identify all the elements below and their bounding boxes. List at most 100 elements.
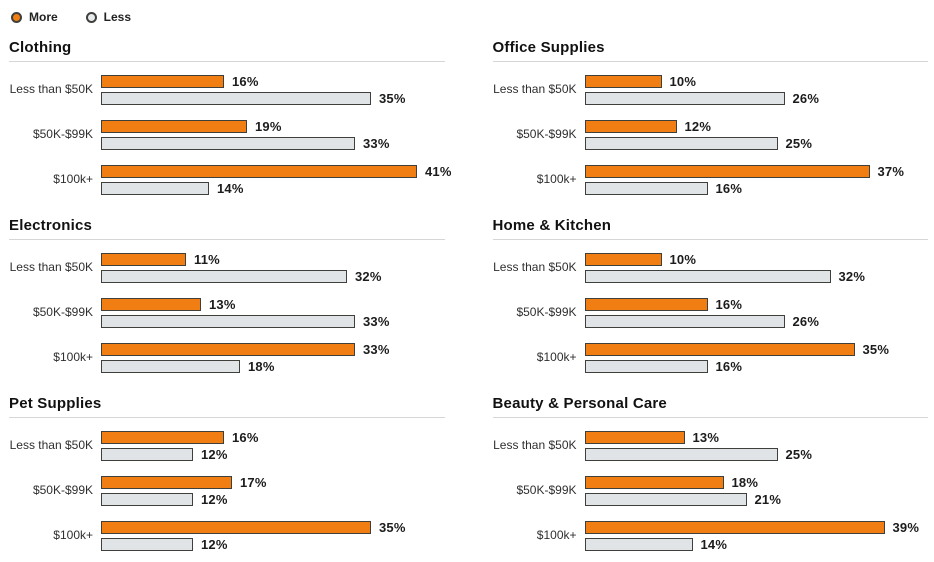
bar-pair: 41% 14% xyxy=(101,161,451,199)
bar-row: 16% xyxy=(101,74,445,89)
more-bar xyxy=(101,343,355,356)
value-label: 25% xyxy=(785,136,813,151)
less-bar xyxy=(584,538,693,551)
category-label: $50K-$99K xyxy=(32,483,93,498)
less-bar xyxy=(584,92,785,105)
bar-pair: 35% 16% xyxy=(584,339,929,377)
bar-row: 16% xyxy=(584,297,929,312)
category-label: $100k+ xyxy=(53,350,93,365)
bar-row: 32% xyxy=(584,269,929,284)
more-bar xyxy=(101,431,224,444)
bar-row: 12% xyxy=(101,537,445,552)
category-label: $50K-$99K xyxy=(516,305,577,320)
value-label: 37% xyxy=(877,164,905,179)
less-bar xyxy=(101,538,193,551)
panel-groups: Less than $50K 11% 32% $50K-$99K 13% 33% $100k… xyxy=(9,249,445,377)
category-group: $50K-$99K 19% 33% xyxy=(9,116,445,154)
panel-groups: Less than $50K 10% 26% $50K-$99K 12% 25% $100k… xyxy=(493,71,929,199)
bar-row: 10% xyxy=(584,74,929,89)
bar-row: 33% xyxy=(101,136,445,151)
value-label: 17% xyxy=(240,475,267,490)
bar-pair: 16% 35% xyxy=(101,71,445,109)
more-bar xyxy=(101,253,186,266)
category-group: $100k+ 39% 14% xyxy=(493,517,929,555)
less-bar xyxy=(101,360,240,373)
category-label: $50K-$99K xyxy=(516,483,577,498)
category-label: $100k+ xyxy=(536,528,577,543)
value-label: 35% xyxy=(379,520,406,535)
bar-row: 12% xyxy=(584,119,929,134)
category-group: $50K-$99K 16% 26% xyxy=(493,294,929,332)
value-label: 33% xyxy=(363,314,390,329)
bar-pair: 13% 25% xyxy=(584,427,929,465)
less-bar xyxy=(584,360,708,373)
value-label: 16% xyxy=(715,181,743,196)
bar-pair: 37% 16% xyxy=(584,161,929,199)
value-label: 18% xyxy=(731,475,759,490)
value-label: 14% xyxy=(217,181,244,196)
category-group: Less than $50K 16% 12% xyxy=(9,427,445,465)
chart-panel: Clothing Less than $50K 16% 35% $50K-$99K 19… xyxy=(9,39,452,206)
bar-row: 12% xyxy=(101,447,445,462)
bar-row: 19% xyxy=(101,119,445,134)
bar-pair: 16% 12% xyxy=(101,427,445,465)
value-label: 12% xyxy=(201,447,228,462)
bar-row: 18% xyxy=(101,359,445,374)
category-group: Less than $50K 10% 32% xyxy=(493,249,929,287)
category-group: $100k+ 37% 16% xyxy=(493,161,929,199)
value-label: 14% xyxy=(700,537,728,552)
bar-row: 13% xyxy=(101,297,445,312)
chart-panel: Pet Supplies Less than $50K 16% 12% $50K-$9… xyxy=(9,395,445,562)
category-group: $100k+ 35% 12% xyxy=(9,517,445,555)
less-bar xyxy=(101,270,347,283)
bar-row: 14% xyxy=(101,181,445,196)
panel-divider xyxy=(492,417,928,418)
more-bar xyxy=(584,343,855,356)
value-label: 32% xyxy=(838,269,866,284)
value-label: 13% xyxy=(209,297,236,312)
value-label: 12% xyxy=(684,119,712,134)
bar-row: 35% xyxy=(101,520,445,535)
bar-row: 10% xyxy=(584,252,929,267)
bar-pair: 33% 18% xyxy=(101,339,445,377)
chart-panel: Electronics Less than $50K 11% 32% $50K-$99… xyxy=(9,217,445,384)
bar-pair: 17% 12% xyxy=(101,472,445,510)
panel-groups: Less than $50K 16% 35% $50K-$99K 19% 33% $100k… xyxy=(9,71,452,199)
bar-row: 11% xyxy=(101,252,445,267)
category-group: $100k+ 35% 16% xyxy=(493,339,929,377)
bar-pair: 35% 12% xyxy=(101,517,445,555)
category-group: $50K-$99K 13% 33% xyxy=(9,294,445,332)
category-label: $100k+ xyxy=(536,350,577,365)
value-label: 13% xyxy=(692,430,720,445)
more-bar xyxy=(584,165,870,178)
panel-groups: Less than $50K 16% 12% $50K-$99K 17% 12% $100k… xyxy=(9,427,445,555)
bar-row: 35% xyxy=(101,91,445,106)
bar-pair: 13% 33% xyxy=(101,294,445,332)
panel-groups: Less than $50K 10% 32% $50K-$99K 16% 26% $100k… xyxy=(493,249,929,377)
category-group: $50K-$99K 18% 21% xyxy=(493,472,929,510)
more-bar xyxy=(101,521,371,534)
category-group: Less than $50K 13% 25% xyxy=(493,427,929,465)
less-radio-dot-icon xyxy=(85,11,97,23)
value-label: 18% xyxy=(248,359,275,374)
category-label: $50K-$99K xyxy=(32,127,93,142)
bar-pair: 12% 25% xyxy=(584,116,929,154)
less-bar xyxy=(101,493,193,506)
more-bar xyxy=(584,298,708,311)
value-label: 19% xyxy=(255,119,282,134)
bar-row: 16% xyxy=(101,430,445,445)
value-label: 16% xyxy=(715,359,743,374)
category-label: Less than $50K xyxy=(9,438,93,453)
legend-item-less[interactable]: Less xyxy=(85,10,131,24)
category-group: Less than $50K 11% 32% xyxy=(9,249,445,287)
panel-title: Beauty & Personal Care xyxy=(492,395,667,412)
value-label: 26% xyxy=(792,91,820,106)
bar-pair: 18% 21% xyxy=(584,472,929,510)
legend-item-more[interactable]: More xyxy=(11,10,58,24)
value-label: 26% xyxy=(792,314,820,329)
category-label: Less than $50K xyxy=(9,82,93,97)
bar-pair: 19% 33% xyxy=(101,116,445,154)
bar-pair: 16% 26% xyxy=(584,294,929,332)
category-group: $100k+ 33% 18% xyxy=(9,339,445,377)
category-group: Less than $50K 10% 26% xyxy=(493,71,929,109)
